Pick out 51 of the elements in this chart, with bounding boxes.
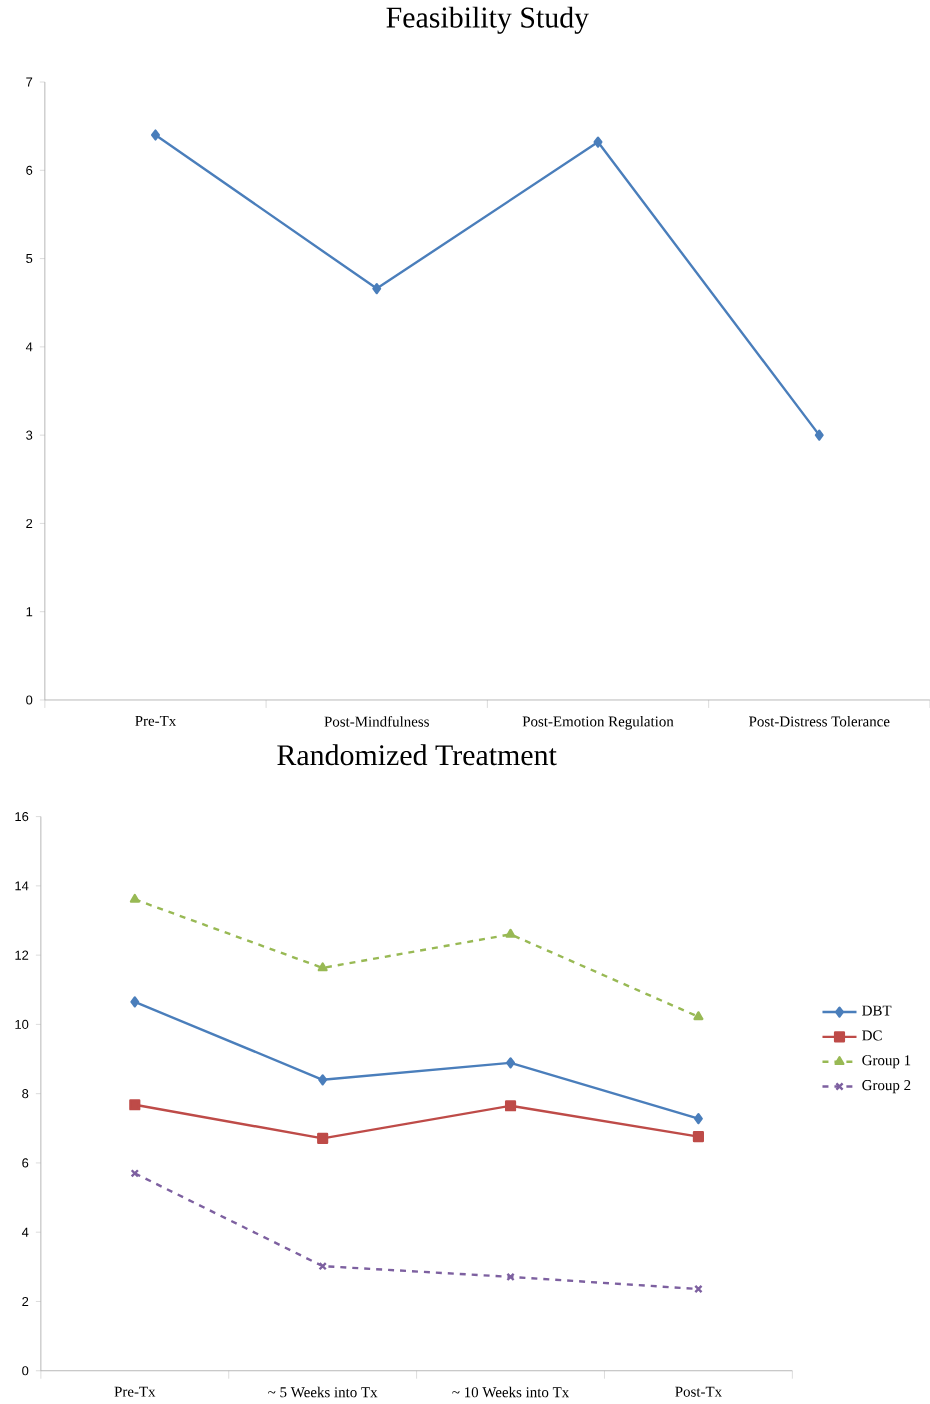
x-tick-label: Post-Tx xyxy=(675,1386,722,1397)
y-tick-label: 8 xyxy=(22,1089,29,1099)
y-tick-label: 16 xyxy=(15,812,29,822)
legend-label: Group 2 xyxy=(862,1080,911,1094)
point xyxy=(693,1011,704,1021)
point xyxy=(129,1099,141,1111)
point xyxy=(130,1169,139,1178)
x-tick-label: Post-Distress Tolerance xyxy=(748,715,890,727)
chart-title: Randomized Treatment xyxy=(277,744,557,766)
y-tick-label: 1 xyxy=(26,607,33,617)
point xyxy=(129,893,140,903)
point xyxy=(372,283,382,295)
point xyxy=(693,1284,703,1294)
x-tick-label: ~ 5 Weeks into Tx xyxy=(268,1386,378,1398)
legend-label: DBT xyxy=(861,1005,892,1016)
y-tick-label: 4 xyxy=(25,342,33,352)
point xyxy=(150,129,160,141)
y-tick-label: 14 xyxy=(15,881,29,891)
chart-title: Feasibility Study xyxy=(386,6,589,34)
point xyxy=(130,996,140,1008)
point xyxy=(504,1100,516,1112)
x-tick-label: ~ 10 Weeks into Tx xyxy=(452,1386,569,1398)
point xyxy=(318,1074,328,1086)
y-tick-label: 6 xyxy=(26,165,33,175)
y-tick-label: 10 xyxy=(15,1019,29,1029)
point xyxy=(506,1272,515,1282)
y-tick-label: 0 xyxy=(21,1366,29,1376)
point xyxy=(317,962,328,972)
x-tick-label: Pre-Tx xyxy=(135,715,176,726)
point xyxy=(316,1132,329,1144)
point xyxy=(692,1131,704,1143)
y-tick-label: 2 xyxy=(26,518,33,528)
x-tick-label: Post-Mindfulness xyxy=(324,715,429,727)
point xyxy=(505,1057,515,1069)
point xyxy=(318,1261,327,1271)
legend-label: DC xyxy=(861,1030,882,1041)
y-tick-label: 6 xyxy=(22,1158,29,1168)
point xyxy=(814,429,824,441)
y-tick-label: 5 xyxy=(26,254,33,264)
x-tick-label: Pre-Tx xyxy=(114,1386,156,1397)
y-tick-label: 7 xyxy=(26,77,33,87)
y-tick-label: 0 xyxy=(25,695,33,705)
x-tick-label: Post-Emotion Regulation xyxy=(522,715,674,730)
y-tick-label: 4 xyxy=(21,1227,29,1237)
legend-label: Group 1 xyxy=(862,1055,911,1069)
y-tick-label: 12 xyxy=(15,950,29,960)
point xyxy=(593,136,603,148)
y-tick-label: 3 xyxy=(25,430,33,440)
point xyxy=(693,1113,703,1125)
point xyxy=(505,928,516,938)
y-tick-label: 2 xyxy=(22,1296,29,1306)
